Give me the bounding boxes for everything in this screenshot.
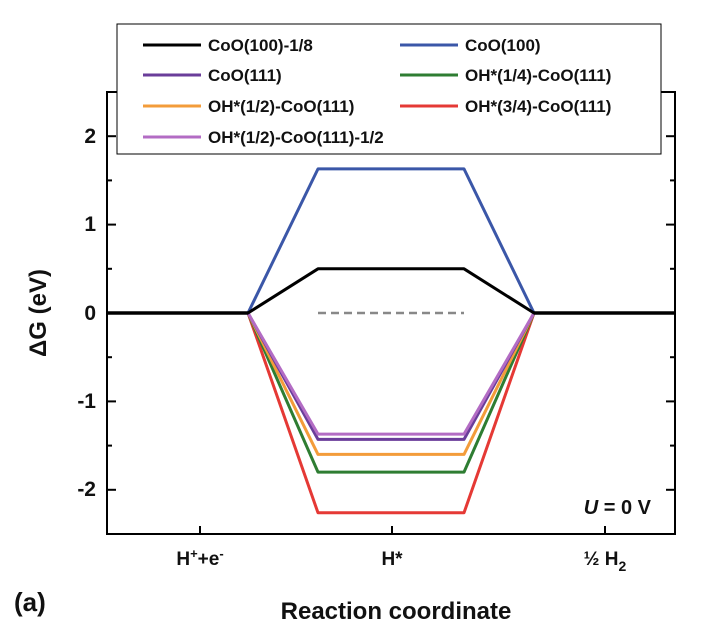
legend-entry-label: CoO(111): [208, 66, 282, 85]
plot-marks: [107, 167, 675, 515]
legend-box: [116, 23, 662, 155]
y-tick-label: -2: [77, 478, 96, 501]
x-category-label: H++e-: [176, 546, 223, 570]
legend-entry-label: CoO(100)-1/8: [208, 36, 313, 55]
x-category-label: ½ H2: [584, 549, 627, 574]
legend-entry-label: OH*(3/4)-CoO(111): [465, 97, 611, 116]
potential-annotation: U = 0 V: [584, 497, 652, 519]
series-line: [107, 267, 675, 315]
legend-entry-label: OH*(1/4)-CoO(111): [465, 66, 611, 85]
panel-label: (a): [14, 587, 46, 617]
legend: CoO(100)-1/8 CoO(100) CoO(111) OH*(1/4)-…: [116, 23, 662, 155]
y-tick-label: 2: [84, 125, 96, 148]
series-line: [107, 311, 675, 474]
series-line: [107, 311, 675, 441]
x-axis-title: Reaction coordinate: [281, 598, 512, 625]
series-line: [107, 167, 675, 315]
legend-entry-label: OH*(1/2)-CoO(111)-1/2: [208, 128, 384, 147]
y-axis-title: ΔG (eV): [25, 269, 52, 357]
legend-entry-label: OH*(1/2)-CoO(111): [208, 97, 354, 116]
y-tick-label: 1: [84, 213, 96, 236]
x-category-label: H*: [381, 549, 403, 570]
legend-entry-label: CoO(100): [465, 36, 541, 55]
x-axis-ticks: [199, 526, 606, 534]
y-tick-label: 0: [84, 302, 96, 325]
series-line: [107, 311, 675, 436]
series-line: [107, 311, 675, 515]
y-axis-ticks: [107, 91, 675, 535]
y-tick-label: -1: [77, 390, 96, 413]
